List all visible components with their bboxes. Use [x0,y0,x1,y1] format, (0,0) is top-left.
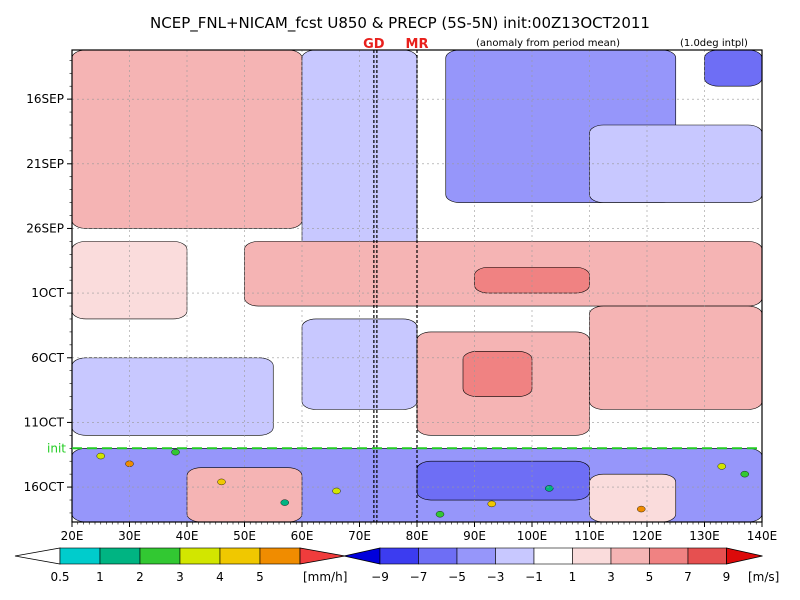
y-tick-label: 16OCT [24,480,65,494]
precip-spot-3 [217,478,226,486]
precip-spot-7 [487,500,496,508]
precip-colorbar-cell [139,547,181,565]
wind-colorbar-label: −7 [410,570,428,584]
wind-colorbar-label: 3 [607,570,615,584]
y-tick-label: 6OCT [31,351,64,365]
wind-colorbar-cell [418,547,458,565]
anomaly-region-13 [589,305,762,410]
wind-colorbar-cell [456,547,496,565]
wind-colorbar-label: 1 [569,570,577,584]
x-tick-label: 120E [632,529,663,543]
precip-colorbar-label: 0.5 [50,570,69,584]
precip-colorbar-cell [59,547,101,565]
wind-colorbar-label: −3 [487,570,505,584]
precip-colorbar-label: 4 [216,570,224,584]
precip-spot-11 [740,470,749,478]
chart-subtitle: (anomaly from period mean) [476,38,620,49]
anomaly-region-17 [589,473,677,522]
anomaly-region-11 [462,351,533,397]
precip-spot-0 [96,452,105,460]
precip-spot-2 [171,448,180,456]
y-tick-label: 11OCT [24,415,65,429]
y-tick-label: 16SEP [26,92,64,106]
plot-overlay: GD MR init [47,37,762,522]
chart-title: NCEP_FNL+NICAM_fcst U850 & PRECP (5S-5N)… [150,14,650,33]
wind-colorbar-unit: [m/s] [748,570,779,584]
wind-colorbar-label: −5 [448,570,466,584]
x-tick-label: 140E [747,529,778,543]
precip-colorbar: 0.5 1 2 3 4 5 [mm/h] [14,547,347,584]
marker-label-gd: GD [363,37,385,52]
plot-area [71,49,763,523]
anomaly-region-5 [589,124,762,203]
precip-spot-10 [717,463,726,470]
precip-colorbar-label: 2 [136,570,144,584]
precip-spot-8 [545,485,554,492]
wind-colorbar: −9 −7 −5 −3 −1 1 3 5 7 9 [m/s] [343,547,779,584]
x-tick-label: 20E [61,529,84,543]
y-tick-label: 21SEP [26,157,64,171]
wind-colorbar-label: −9 [371,570,389,584]
x-tick-label: 110E [574,529,605,543]
precip-colorbar-label: 5 [256,570,264,584]
marker-label-mr: MR [406,37,429,52]
wind-colorbar-cell [687,547,727,565]
wind-colorbar-cell [649,547,689,565]
precip-colorbar-unit: [mm/h] [303,570,347,584]
precip-colorbar-cell [259,547,301,565]
x-tick-label: 30E [118,529,141,543]
anomaly-region-12 [72,357,274,436]
wind-colorbar-arrow-left [343,547,381,565]
wind-colorbar-cell [495,547,535,565]
wind-colorbar-cell [610,547,650,565]
anomaly-region-3 [704,50,762,87]
anomaly-region-15 [416,460,590,501]
precip-colorbar-label: 1 [96,570,104,584]
precip-spot-9 [637,505,646,513]
precip-colorbar-cap [14,547,61,565]
y-tick-label: 26SEP [26,221,64,235]
x-tick-label: 50E [233,529,256,543]
precip-spot-6 [435,511,445,518]
precip-colorbar-cell [219,547,261,565]
x-tick-label: 60E [291,529,314,543]
chart-note: (1.0deg intpl) [680,38,748,49]
init-label: init [47,441,66,455]
x-tick-label: 90E [463,529,486,543]
wind-colorbar-label: 5 [646,570,654,584]
x-tick-label: 80E [406,529,429,543]
anomaly-region-16 [186,467,303,522]
wind-colorbar-label: −1 [525,570,543,584]
wind-colorbar-label: 9 [723,570,731,584]
y-axis: 16SEP 21SEP 26SEP 1OCT 6OCT 11OCT 16OCT [24,60,72,514]
wind-colorbar-cell [533,547,573,565]
x-tick-label: 100E [517,529,548,543]
wind-colorbar-label: 7 [684,570,692,584]
x-axis: 20E 30E 40E 50E 60E 70E 80E 90E 100E 110E 120E 130E… [61,522,778,543]
precip-spot-5 [332,487,341,495]
wind-colorbar-arrow-right [726,547,763,565]
precip-spot-4 [280,499,289,506]
x-tick-label: 70E [348,529,371,543]
precip-colorbar-arrow [299,547,346,565]
x-tick-label: 130E [689,529,720,543]
wind-colorbar-cell [379,547,419,565]
precip-colorbar-cell [179,547,221,565]
precip-colorbar-label: 3 [176,570,184,584]
x-tick-label: 40E [176,529,199,543]
wind-colorbar-cell [572,547,612,565]
y-tick-label: 1OCT [31,286,64,300]
precip-colorbar-cell [99,547,141,565]
